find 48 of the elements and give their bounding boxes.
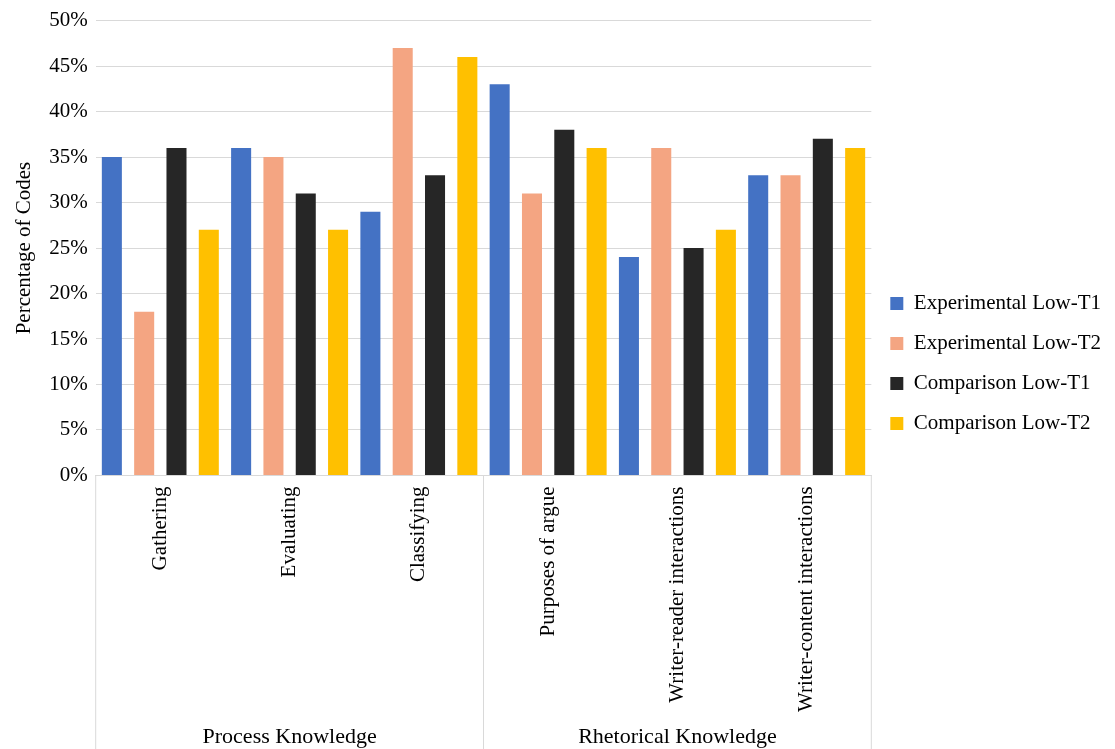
bar bbox=[457, 56, 478, 475]
bar bbox=[425, 175, 446, 475]
bar bbox=[715, 229, 736, 475]
legend-label: Comparison Low-T2 bbox=[913, 410, 1091, 435]
y-axis-title: Percentage of Codes bbox=[11, 161, 36, 335]
y-tick-label: 15% bbox=[49, 325, 88, 350]
bar bbox=[618, 257, 639, 475]
bar bbox=[489, 84, 510, 475]
bar bbox=[392, 47, 413, 475]
legend-label: Comparison Low-T1 bbox=[913, 370, 1091, 395]
bar bbox=[748, 175, 769, 475]
x-tick-label: Gathering bbox=[146, 485, 171, 571]
y-tick-label: 0% bbox=[59, 461, 88, 486]
y-tick-label: 35% bbox=[49, 143, 88, 168]
y-tick-label: 50% bbox=[49, 7, 88, 32]
bar bbox=[360, 211, 381, 475]
legend-label: Experimental Low-T1 bbox=[913, 290, 1101, 315]
bar bbox=[554, 129, 575, 475]
bar bbox=[651, 147, 672, 475]
bar bbox=[812, 138, 833, 475]
text: Process Knowledge bbox=[202, 722, 377, 748]
bar bbox=[231, 147, 252, 475]
y-tick-label: 10% bbox=[49, 370, 88, 395]
y-tick-label: 40% bbox=[49, 98, 88, 123]
bar bbox=[780, 175, 801, 475]
bar bbox=[198, 229, 219, 475]
y-tick-label: 30% bbox=[49, 189, 88, 214]
x-tick-label: Writer-content interactions bbox=[793, 486, 818, 713]
x-tick-label: Classifying bbox=[405, 485, 430, 583]
legend-label: Experimental Low-T2 bbox=[913, 330, 1101, 355]
text: Rhetorical Knowledge bbox=[578, 722, 777, 748]
bar bbox=[521, 193, 542, 475]
bar bbox=[166, 147, 187, 475]
bar bbox=[328, 229, 349, 475]
bar bbox=[263, 157, 284, 475]
x-tick-label: Evaluating bbox=[276, 485, 301, 578]
bar bbox=[683, 248, 704, 475]
bar bbox=[101, 157, 122, 475]
bar bbox=[586, 147, 607, 475]
bar bbox=[295, 193, 316, 475]
bar bbox=[845, 147, 866, 475]
bar bbox=[134, 311, 155, 475]
x-tick-label: Writer-reader interactions bbox=[663, 486, 688, 703]
y-tick-label: 20% bbox=[49, 280, 88, 305]
x-tick-label: Purposes of argue bbox=[534, 486, 559, 637]
y-tick-label: 45% bbox=[49, 52, 88, 77]
y-tick-label: 5% bbox=[59, 416, 88, 441]
y-tick-label: 25% bbox=[49, 234, 88, 259]
